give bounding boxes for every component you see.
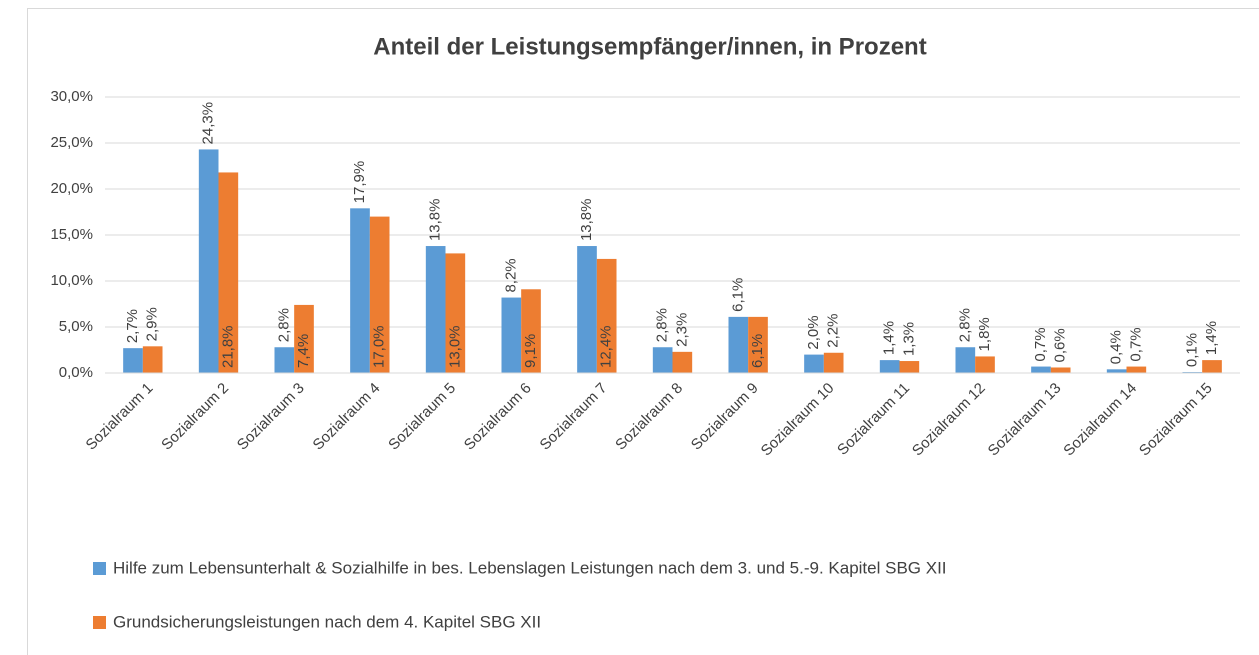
data-label: 6,1% <box>729 278 746 312</box>
data-label: 13,0% <box>446 325 463 368</box>
bar <box>955 347 976 373</box>
y-tick-label: 5,0% <box>59 318 93 335</box>
legend-swatch <box>93 562 106 575</box>
data-label: 2,9% <box>144 307 161 341</box>
bar <box>975 356 995 373</box>
bar <box>596 258 617 373</box>
legend-swatch <box>93 616 106 629</box>
y-tick-label: 15,0% <box>50 226 93 243</box>
data-label: 8,2% <box>502 258 519 292</box>
bar <box>425 246 446 373</box>
data-label: 2,8% <box>654 308 671 342</box>
bar <box>294 304 314 373</box>
data-label: 13,8% <box>427 198 444 241</box>
data-label: 2,3% <box>673 313 690 347</box>
data-label: 0,7% <box>1127 327 1144 361</box>
data-label: 0,6% <box>1052 328 1069 362</box>
bar <box>1031 366 1051 373</box>
chart-title: Anteil der Leistungsempfänger/innen, in … <box>373 33 926 60</box>
data-label: 13,8% <box>578 198 595 241</box>
y-tick-label: 0,0% <box>59 364 93 381</box>
bar <box>879 360 900 373</box>
data-label: 2,0% <box>805 315 822 349</box>
data-label: 2,8% <box>275 308 292 342</box>
legend-label: Hilfe zum Lebensunterhalt & Sozialhilfe … <box>113 558 947 577</box>
data-label: 12,4% <box>598 325 615 368</box>
bar <box>1202 360 1222 373</box>
bar <box>1050 367 1071 373</box>
legend-label: Grundsicherungsleistungen nach dem 4. Ka… <box>113 612 541 631</box>
bar <box>728 316 749 373</box>
data-label: 1,8% <box>976 317 993 351</box>
bar <box>1106 369 1127 373</box>
bar <box>748 316 768 373</box>
bar <box>1126 366 1147 373</box>
data-label: 6,1% <box>749 334 766 368</box>
data-label: 2,7% <box>124 309 141 343</box>
bar <box>198 149 219 373</box>
y-tick-label: 10,0% <box>50 272 93 289</box>
bar <box>652 347 673 373</box>
data-label: 17,9% <box>351 161 368 204</box>
bar <box>804 354 824 373</box>
y-tick-label: 20,0% <box>50 180 93 197</box>
bar <box>672 351 693 373</box>
data-label: 9,1% <box>522 334 539 368</box>
data-label: 0,7% <box>1032 327 1049 361</box>
bar <box>577 246 597 373</box>
data-label: 1,4% <box>881 321 898 355</box>
data-label: 21,8% <box>219 325 236 368</box>
data-label: 2,8% <box>956 308 973 342</box>
bar <box>445 253 466 373</box>
data-label: 2,2% <box>825 314 842 348</box>
y-tick-label: 30,0% <box>50 88 93 105</box>
bar <box>350 208 370 373</box>
y-tick-label: 25,0% <box>50 134 93 151</box>
bar <box>501 297 522 373</box>
bar <box>899 361 920 373</box>
bar <box>218 172 239 373</box>
bar <box>521 289 541 373</box>
bar <box>123 348 143 373</box>
bar <box>823 352 844 373</box>
data-label: 7,4% <box>295 334 312 368</box>
data-label: 1,3% <box>900 322 917 356</box>
data-label: 0,4% <box>1108 330 1125 364</box>
bar <box>369 216 390 373</box>
data-label: 0,1% <box>1183 333 1200 367</box>
bar <box>274 347 295 373</box>
bar <box>142 346 163 373</box>
data-label: 17,0% <box>371 325 388 368</box>
data-label: 24,3% <box>200 102 217 145</box>
data-label: 1,4% <box>1203 321 1220 355</box>
